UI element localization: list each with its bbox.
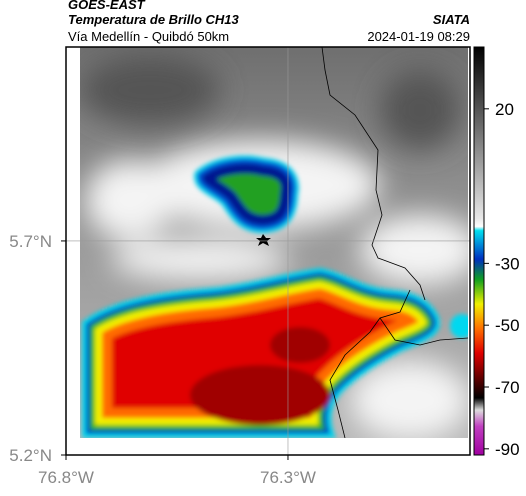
- colorbar: [473, 46, 485, 456]
- colorbar-label: -90: [495, 440, 520, 459]
- marker-star: [256, 234, 271, 246]
- y-tick-label: 5.7°N: [9, 232, 52, 251]
- satellite-image: [80, 47, 468, 438]
- route: Vía Medellín - Quibdó 50km: [68, 29, 229, 44]
- title: GOES-EAST: [68, 0, 146, 12]
- x-tick-label: 76.8°W: [38, 468, 94, 487]
- y-tick-label: 5.2°N: [9, 446, 52, 465]
- colorbar-label: -70: [495, 378, 520, 397]
- timestamp: 2024-01-19 08:29: [367, 29, 470, 44]
- colorbar-label: -50: [495, 316, 520, 335]
- colorbar-label: -30: [495, 254, 520, 273]
- map-frame: [65, 46, 471, 456]
- colorbar-label: 20: [495, 100, 514, 119]
- source: SIATA: [433, 12, 470, 27]
- subtitle: Temperatura de Brillo CH13: [68, 12, 240, 27]
- x-tick-label: 76.3°W: [260, 468, 316, 487]
